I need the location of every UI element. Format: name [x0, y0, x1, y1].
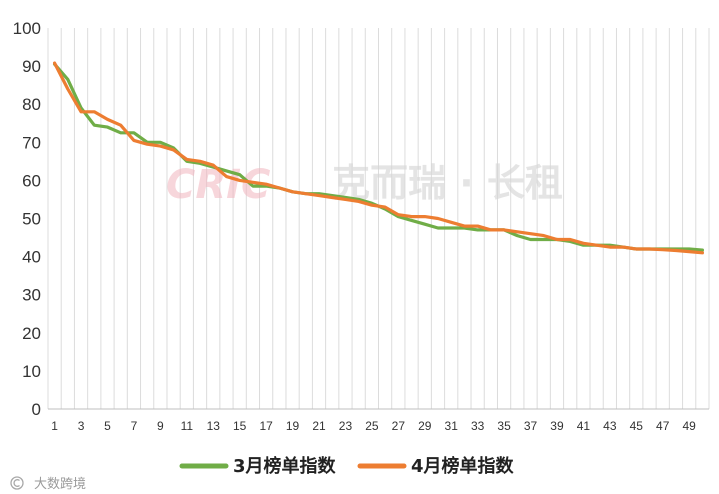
footer-source: 大数跨境	[10, 476, 86, 492]
y-tick-label: 40	[22, 248, 41, 267]
y-tick-label: 10	[22, 362, 41, 381]
x-tick-label: 41	[577, 419, 591, 433]
series-line-april	[52, 61, 705, 255]
x-tick-label: 27	[392, 419, 406, 433]
x-tick-label: 13	[207, 419, 221, 433]
x-tick-label: 9	[157, 419, 164, 433]
x-tick-label: 49	[682, 419, 696, 433]
x-tick-label: 29	[418, 419, 432, 433]
x-axis-ticks: 1 3 5 7 9 11 13 15 17 19 21 23 25 27 29 31 33 35 37 39 41 43 4…	[51, 419, 696, 433]
legend-item-april: 4月榜单指数	[357, 455, 515, 477]
legend: 3月榜单指数 4月榜单指数	[179, 455, 515, 477]
y-tick-label: 100	[13, 19, 41, 38]
y-tick-label: 20	[22, 324, 41, 343]
legend-item-march: 3月榜单指数	[179, 455, 337, 477]
x-tick-label: 1	[51, 419, 58, 433]
x-tick-label: 17	[259, 419, 273, 433]
watermark-text: 克而瑞 · 长租	[332, 161, 563, 205]
x-tick-label: 19	[286, 419, 300, 433]
y-axis-ticks: 0 10 20 30 40 50 60 70 80 90 100	[13, 19, 41, 419]
footer-source-text: 大数跨境	[34, 477, 86, 492]
y-tick-label: 30	[22, 286, 41, 305]
x-tick-label: 21	[312, 419, 326, 433]
x-tick-label: 3	[78, 419, 85, 433]
x-tick-label: 43	[603, 419, 617, 433]
x-tick-label: 23	[339, 419, 353, 433]
y-tick-label: 60	[22, 171, 41, 190]
y-tick-label: 50	[22, 210, 41, 229]
x-tick-label: 5	[104, 419, 111, 433]
x-tick-label: 11	[181, 419, 194, 433]
x-tick-label: 35	[497, 419, 511, 433]
legend-label-march: 3月榜单指数	[233, 455, 337, 477]
x-tick-label: 15	[233, 419, 247, 433]
series-lines	[52, 61, 705, 255]
y-tick-label: 90	[22, 57, 41, 76]
x-tick-label: 31	[445, 419, 459, 433]
legend-label-april: 4月榜单指数	[411, 455, 515, 477]
y-tick-label: 70	[22, 133, 41, 152]
x-tick-label: 25	[365, 419, 379, 433]
x-tick-label: 45	[630, 419, 644, 433]
x-tick-label: 33	[471, 419, 485, 433]
x-tick-label: 7	[131, 419, 138, 433]
vertical-gridlines	[47, 28, 710, 409]
copyright-icon	[10, 476, 24, 490]
y-tick-label: 0	[32, 400, 41, 419]
y-tick-label: 80	[22, 95, 41, 114]
x-tick-label: 37	[524, 419, 538, 433]
x-tick-label: 39	[550, 419, 564, 433]
x-tick-label: 47	[656, 419, 670, 433]
